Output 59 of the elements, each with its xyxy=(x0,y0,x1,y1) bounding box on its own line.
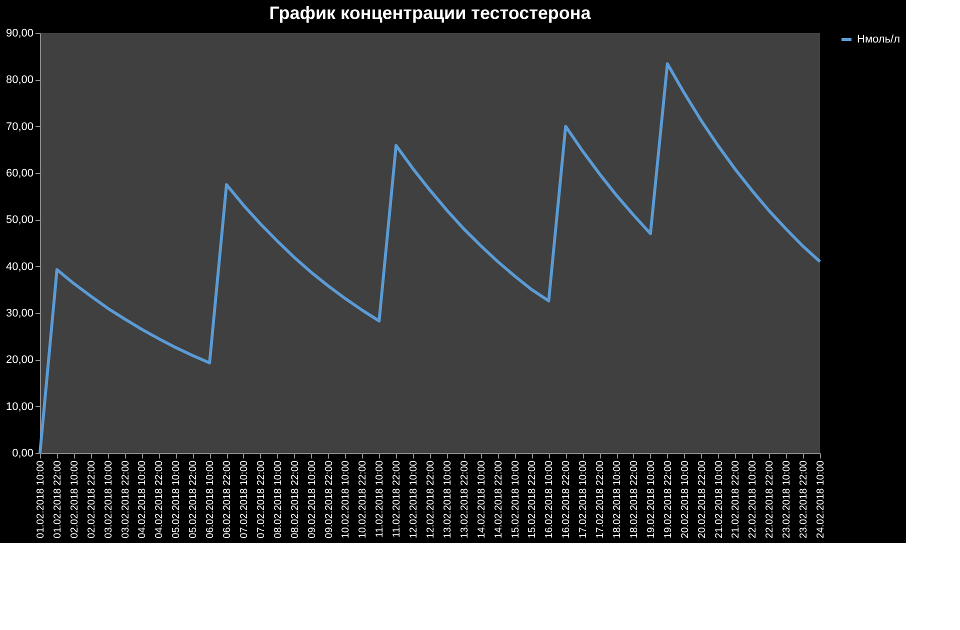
x-tick-label: 04.02.2018 10:00 xyxy=(137,460,148,538)
x-tick-label: 09.02.2018 22:00 xyxy=(324,460,335,538)
x-tick-label: 21.02.2018 22:00 xyxy=(730,460,742,538)
x-tick-label: 11.02.2018 10:00 xyxy=(374,460,386,538)
x-tick-label: 03.02.2018 22:00 xyxy=(120,460,132,538)
x-tick-label: 18.02.2018 10:00 xyxy=(612,460,624,538)
x-tick-label: 06.02.2018 22:00 xyxy=(222,460,234,538)
x-tick-label: 15.02.2018 10:00 xyxy=(510,460,522,538)
x-tick-label: 04.02.2018 22:00 xyxy=(154,460,166,538)
legend-label: Нмоль/л xyxy=(857,34,900,46)
x-tick-label: 14.02.2018 22:00 xyxy=(493,460,504,538)
x-tick-label: 03.02.2018 10:00 xyxy=(103,460,114,538)
x-tick-label: 07.02.2018 22:00 xyxy=(256,460,267,538)
y-tick-label: 50,00 xyxy=(6,214,34,226)
x-tick-label: 12.02.2018 22:00 xyxy=(426,460,436,538)
y-tick-label: 70,00 xyxy=(6,120,34,133)
x-tick-label: 17.02.2018 10:00 xyxy=(578,460,590,538)
x-tick-label: 01.02.2018 10:00 xyxy=(36,460,46,538)
x-tick-label: 10.02.2018 10:00 xyxy=(340,460,352,538)
y-tick-label: 40,00 xyxy=(6,260,34,273)
x-tick-label: 17.02.2018 22:00 xyxy=(595,460,606,538)
x-tick-label: 23.02.2018 10:00 xyxy=(782,460,793,538)
y-tick-label: 60,00 xyxy=(6,168,34,180)
x-tick-label: 18.02.2018 22:00 xyxy=(628,460,640,538)
x-tick-label: 07.02.2018 10:00 xyxy=(238,460,250,538)
y-tick-label: 10,00 xyxy=(6,400,34,413)
x-tick-label: 08.02.2018 22:00 xyxy=(290,460,301,538)
x-tick-label: 16.02.2018 10:00 xyxy=(544,460,556,538)
x-tick-label: 22.02.2018 10:00 xyxy=(748,460,759,538)
y-tick-label: 30,00 xyxy=(6,308,34,320)
x-tick-label: 16.02.2018 22:00 xyxy=(561,460,572,538)
x-tick-label: 23.02.2018 22:00 xyxy=(798,460,810,538)
x-tick-label: 12.02.2018 10:00 xyxy=(408,460,420,538)
x-tick-label: 14.02.2018 10:00 xyxy=(476,460,488,538)
y-tick-label: 80,00 xyxy=(6,74,34,86)
x-tick-label: 20.02.2018 10:00 xyxy=(680,460,691,538)
x-tick-label: 21.02.2018 10:00 xyxy=(714,460,725,538)
y-tick-label: 0,00 xyxy=(12,448,34,460)
x-tick-label: 05.02.2018 22:00 xyxy=(188,460,200,538)
chart-title: График концентрации тестостерона xyxy=(269,3,592,23)
x-tick-label: 24.02.2018 10:00 xyxy=(816,460,826,538)
x-tick-label: 08.02.2018 10:00 xyxy=(272,460,284,538)
x-tick-label: 20.02.2018 22:00 xyxy=(696,460,708,538)
x-tick-label: 01.02.2018 22:00 xyxy=(52,460,64,538)
x-tick-label: 15.02.2018 22:00 xyxy=(527,460,538,538)
x-tick-label: 05.02.2018 10:00 xyxy=(171,460,182,538)
y-tick-label: 90,00 xyxy=(6,28,34,40)
x-tick-label: 02.02.2018 10:00 xyxy=(69,460,80,538)
x-tick-label: 13.02.2018 10:00 xyxy=(442,460,454,538)
x-tick-label: 06.02.2018 10:00 xyxy=(205,460,216,538)
x-tick-label: 11.02.2018 22:00 xyxy=(392,460,403,538)
x-tick-label: 19.02.2018 22:00 xyxy=(662,460,674,538)
x-tick-label: 10.02.2018 22:00 xyxy=(358,460,369,538)
y-tick-label: 20,00 xyxy=(6,354,34,366)
x-tick-label: 22.02.2018 22:00 xyxy=(764,460,776,538)
x-tick-label: 19.02.2018 10:00 xyxy=(646,460,657,538)
x-tick-label: 02.02.2018 22:00 xyxy=(86,460,98,538)
x-tick-label: 13.02.2018 22:00 xyxy=(459,460,470,538)
x-tick-label: 09.02.2018 10:00 xyxy=(306,460,318,538)
